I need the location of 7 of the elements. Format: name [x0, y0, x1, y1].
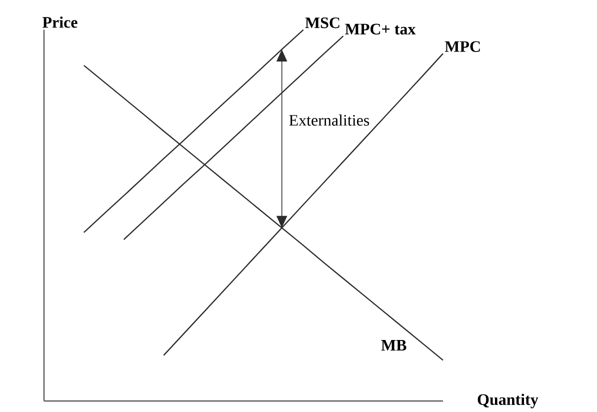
x-axis-title: Quantity: [478, 394, 538, 408]
series-label: MB: [381, 340, 406, 351]
series-label: MSC: [305, 17, 340, 28]
series-label: MPC: [444, 41, 480, 52]
annotation: Externalities: [289, 114, 370, 126]
y-axis-title: Price: [42, 16, 78, 28]
series-label: MPC+ tax: [345, 24, 416, 34]
